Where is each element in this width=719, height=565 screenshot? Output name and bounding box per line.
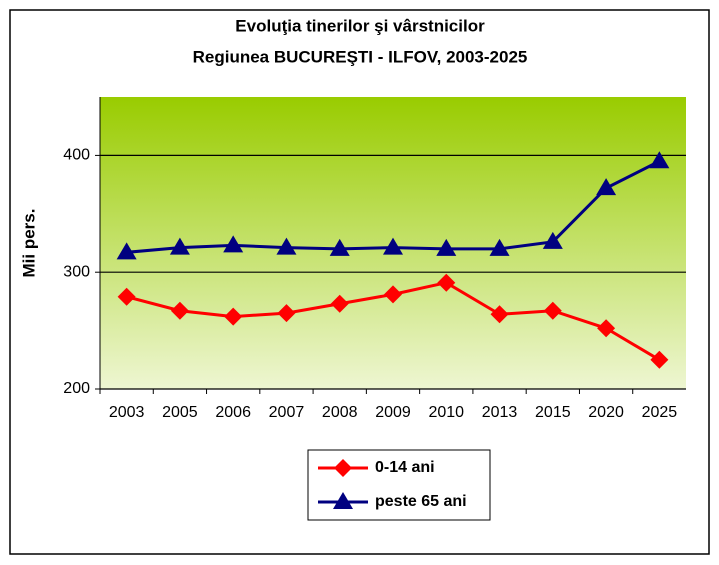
x-tick-label: 2008 [322,404,358,421]
point [436,238,457,256]
chart-title: Evoluţia tinerilor şi vârstnicilor [235,16,485,35]
point [277,304,296,323]
point [224,307,243,326]
point [384,285,402,304]
x-tick-label: 2006 [215,404,251,421]
point [383,237,403,255]
y-axis-label: Mii pers. [19,209,38,278]
point [329,238,350,256]
point [330,294,349,313]
x-tick-label: 2020 [588,404,624,421]
point [649,151,670,169]
point [489,238,510,256]
point [169,237,190,255]
point [333,492,353,509]
x-tick-label: 2025 [642,404,678,421]
point [223,235,244,253]
point [596,178,617,196]
x-tick-label: 2003 [109,404,145,421]
point [543,301,562,320]
legend-label: 0-14 ani [375,459,435,476]
x-tick-label: 2007 [269,404,305,421]
y-tick-label: 400 [63,147,90,164]
y-tick-label: 300 [63,263,90,280]
point [276,237,297,255]
point [542,231,563,249]
x-tick-label: 2009 [375,404,411,421]
point [650,350,669,369]
point [117,287,136,306]
x-tick-label: 2010 [428,404,464,421]
x-tick-label: 2005 [162,404,198,421]
y-tick-label: 200 [63,380,90,397]
point [597,319,616,338]
x-tick-label: 2013 [482,404,518,421]
chart-subtitle: Regiunea BUCUREŞTI - ILFOV, 2003-2025 [193,47,528,66]
point [170,301,189,320]
point [437,273,456,292]
legend-label: peste 65 ani [375,493,467,510]
point [490,305,509,324]
x-tick-label: 2015 [535,404,571,421]
point [116,242,137,260]
point [334,459,352,477]
